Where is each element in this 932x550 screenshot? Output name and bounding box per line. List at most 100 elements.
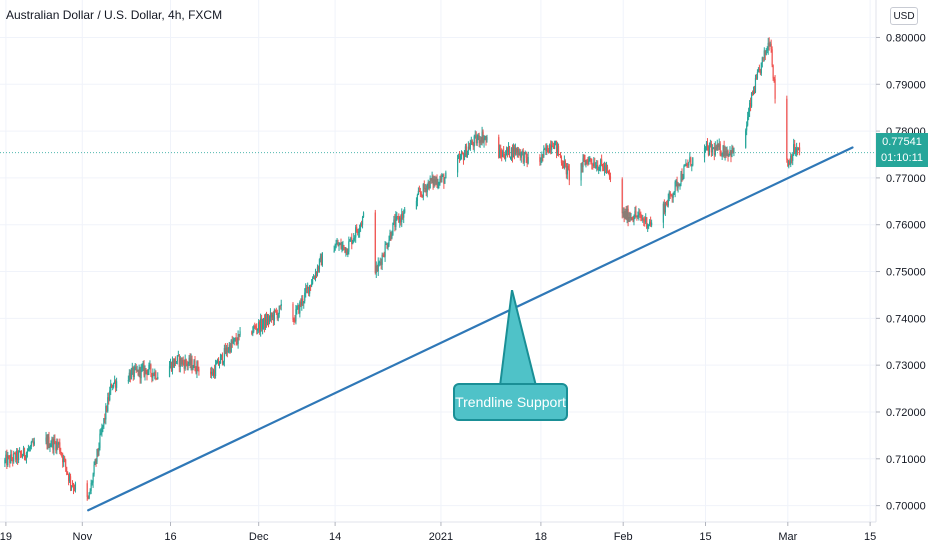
candle-body xyxy=(797,147,800,150)
candle-body xyxy=(719,143,721,155)
candle-body xyxy=(354,237,356,239)
candle-body xyxy=(764,50,766,55)
candle-body xyxy=(721,153,723,156)
candle-body xyxy=(679,184,681,186)
candle-body xyxy=(64,457,66,460)
candle-body xyxy=(92,474,94,483)
candle-body xyxy=(27,448,30,452)
candle-body xyxy=(504,156,506,159)
candle-body xyxy=(627,208,629,222)
candle-body xyxy=(609,176,612,180)
candle-body xyxy=(262,317,265,325)
candle-body xyxy=(59,442,61,452)
candle-body xyxy=(674,182,676,192)
candle-body xyxy=(628,217,630,222)
candle-body xyxy=(646,217,648,229)
candle-body xyxy=(757,69,760,73)
candle-body xyxy=(378,261,380,263)
candle-body xyxy=(90,483,92,491)
candle-body xyxy=(127,380,129,382)
candle-body xyxy=(472,143,474,147)
candle-body xyxy=(554,142,556,149)
candle-body xyxy=(313,278,316,279)
price-axis[interactable]: 0.800000.790000.780000.770000.760000.750… xyxy=(876,32,926,513)
candle-body xyxy=(638,213,640,215)
candle-body xyxy=(104,418,106,420)
candle-body xyxy=(428,182,430,189)
candle-body xyxy=(56,442,58,451)
candle-body xyxy=(769,43,771,47)
candle-body xyxy=(425,188,427,193)
candle-body xyxy=(513,146,516,154)
candle-body xyxy=(172,361,175,367)
candle-body xyxy=(218,363,221,366)
candle-body xyxy=(703,148,706,158)
candle-body xyxy=(67,474,70,481)
candle-body xyxy=(460,152,463,157)
time-tick-label: 15 xyxy=(699,531,711,543)
candle-body xyxy=(415,200,418,210)
candle-body xyxy=(299,302,301,314)
candle-body xyxy=(606,166,609,171)
candle-body xyxy=(585,160,587,165)
candle-body xyxy=(311,278,314,284)
candle-body xyxy=(748,103,751,112)
candle-body xyxy=(62,455,64,463)
candle-body xyxy=(421,194,423,197)
candle-body xyxy=(65,459,67,467)
candle-body xyxy=(686,164,688,166)
candle-body xyxy=(515,147,517,153)
candle-body xyxy=(753,90,756,93)
candle-body xyxy=(136,369,138,371)
candle-body xyxy=(377,262,379,272)
candle-body xyxy=(31,441,33,443)
currency-button[interactable]: USD xyxy=(890,7,918,25)
candle-body xyxy=(581,163,583,168)
candle-body xyxy=(399,217,401,223)
candle-body xyxy=(549,144,551,153)
candle-body xyxy=(269,313,272,318)
candle-body xyxy=(457,156,460,159)
candle-body xyxy=(644,221,646,223)
candle-body xyxy=(314,272,317,279)
candle-body xyxy=(232,341,234,344)
candle-body xyxy=(544,148,546,150)
candle-body xyxy=(478,135,480,144)
candle-body xyxy=(650,221,652,226)
candle-body xyxy=(191,358,193,370)
candle-body xyxy=(302,298,304,304)
candle-body xyxy=(305,287,307,293)
price-tick-label: 0.72000 xyxy=(886,407,926,419)
candle-body xyxy=(253,326,255,332)
candle-body xyxy=(649,221,651,225)
candle-body xyxy=(93,464,95,475)
candle-body xyxy=(729,150,731,154)
candle-body xyxy=(151,372,153,378)
candle-body xyxy=(648,224,650,226)
trendline[interactable] xyxy=(87,146,854,512)
candle-body xyxy=(32,441,34,445)
candle-body xyxy=(261,318,263,329)
candle-body xyxy=(456,158,459,173)
candle-body xyxy=(563,160,566,169)
candle-body xyxy=(106,406,108,412)
candle-body xyxy=(510,147,513,158)
candle-body xyxy=(30,441,32,447)
candle-body xyxy=(557,146,560,155)
candle-body xyxy=(666,204,668,206)
candle-body xyxy=(395,216,397,227)
candle-body xyxy=(689,157,691,162)
candle-body xyxy=(718,143,720,148)
candle-body xyxy=(109,390,111,401)
candle-body xyxy=(756,72,759,79)
candle-body xyxy=(356,227,358,232)
candle-body xyxy=(547,145,549,153)
candle-body xyxy=(554,140,557,143)
time-axis[interactable]: 19 Nov 16 Dec 14 2021 18 Feb 15 Mar 15 xyxy=(0,522,876,543)
candle-body xyxy=(345,248,347,253)
candle-body xyxy=(18,451,21,452)
candle-body xyxy=(500,149,502,154)
trendline-support-callout[interactable]: Trendline Support xyxy=(453,383,568,421)
candle-body xyxy=(682,177,684,180)
